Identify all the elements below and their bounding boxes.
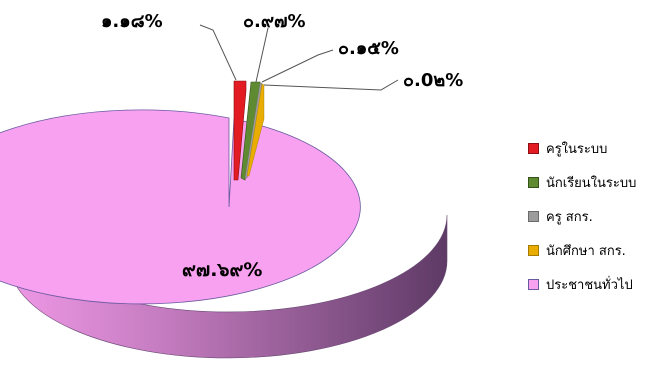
leader-line-teachers [199, 24, 237, 81]
legend-label: นักเรียนในระบบ [546, 175, 637, 191]
leader-line-skr-teachers [261, 49, 334, 83]
data-label-public: ๙๗.๖๙% [182, 259, 262, 281]
data-label-teachers: ๑.๑๘% [101, 11, 163, 32]
pie-slice-teachers [233, 80, 247, 181]
legend-label: ประชาชนทั่วไป [546, 277, 633, 293]
data-label-skr-students: ๐.0๒% [403, 70, 463, 91]
legend-label: ครู สกร. [546, 209, 593, 225]
legend-item: ครู สกร. [528, 208, 636, 225]
legend-swatch-public [528, 278, 539, 290]
legend-item: ครูในระบบ [528, 140, 636, 157]
small-slices [233, 80, 265, 181]
legend-label: นักศึกษา สกร. [546, 243, 626, 259]
leader-line-students [255, 27, 269, 83]
legend-swatch-skr-students [528, 244, 539, 256]
data-label-students: ๐.๙๗% [243, 11, 306, 32]
legend-swatch-students [528, 176, 539, 188]
legend-label: ครูในระบบ [546, 141, 608, 157]
pie-slice-public [0, 109, 361, 305]
legend-item: นักเรียนในระบบ [528, 174, 637, 191]
legend-swatch-skr-teachers [528, 210, 539, 222]
legend-item: นักศึกษา สกร. [528, 242, 636, 259]
pie-slice-skr-students [246, 83, 265, 177]
leader-line-skr-students [263, 79, 399, 91]
legend-swatch-teachers [528, 142, 539, 154]
leader-lines [199, 24, 399, 91]
chart-legend: ครูในระบบ นักเรียนในระบบ ครู สกร. นักศึก… [528, 140, 636, 310]
legend-item: ประชาชนทั่วไป [528, 276, 636, 293]
data-label-skr-teachers: ๐.๑๕% [338, 38, 399, 59]
